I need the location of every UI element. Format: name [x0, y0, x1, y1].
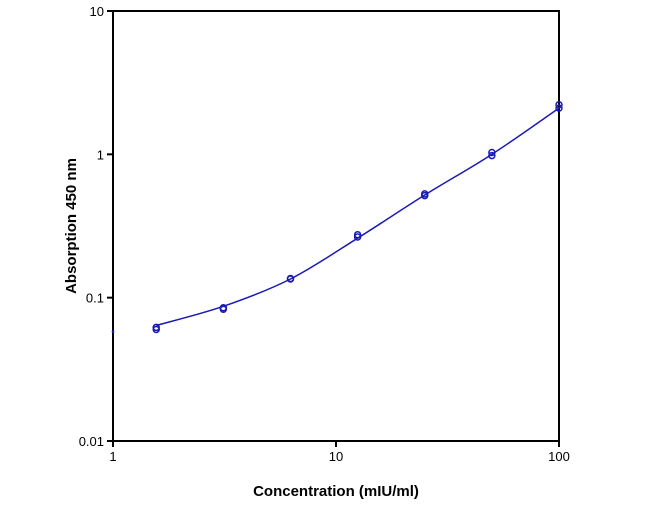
- data-point: [555, 104, 563, 112]
- x-tick-label: 1: [109, 449, 116, 464]
- plot-frame: [112, 10, 560, 442]
- fit-curve: [156, 107, 560, 327]
- y-tick-label: 0.01: [79, 434, 104, 449]
- data-point: [555, 100, 563, 109]
- data-point: [152, 325, 160, 334]
- data-point: [219, 305, 228, 314]
- y-tick-label: 0.1: [86, 291, 104, 306]
- data-point: [353, 233, 362, 241]
- x-tick-label: 100: [548, 449, 570, 464]
- y-axis-label: Absorption 450 nm: [63, 158, 80, 294]
- x-axis-label: Concentration (mIU/ml): [253, 483, 419, 500]
- data-point: [488, 151, 496, 160]
- y-tick-label: 10: [90, 4, 104, 19]
- y-tick-label: 1: [97, 147, 104, 162]
- x-tick-label: 10: [329, 449, 343, 464]
- data-point: [420, 191, 429, 200]
- data-point: [353, 230, 362, 239]
- data-point: [286, 275, 295, 283]
- data-point: [488, 148, 496, 157]
- data-point: [111, 330, 115, 333]
- plot-area: 1 10 100 0.01 0.1 1 10: [79, 4, 570, 464]
